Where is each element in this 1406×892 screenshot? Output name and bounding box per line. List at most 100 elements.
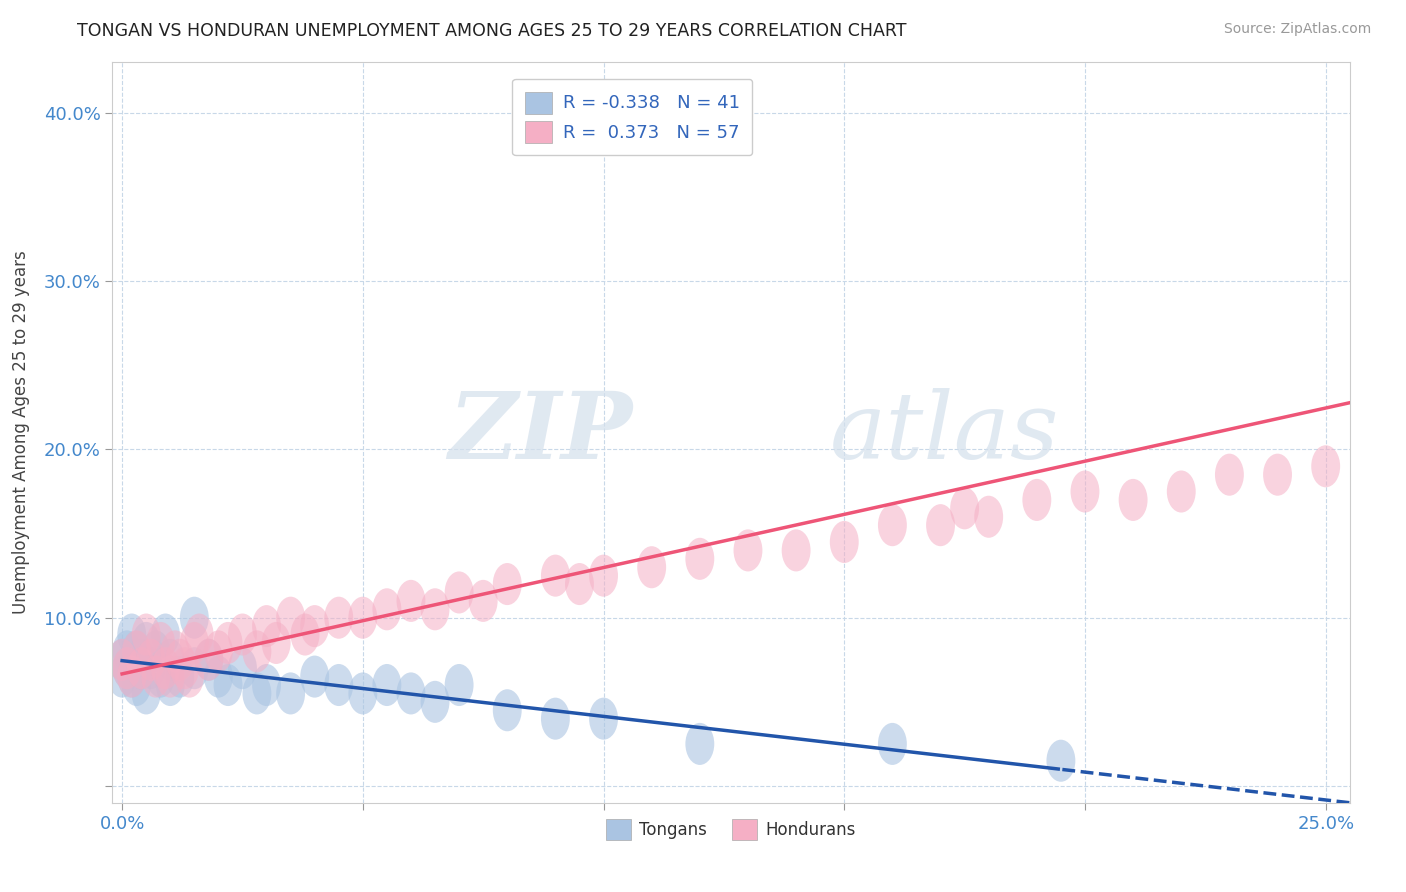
Text: ZIP: ZIP [449,388,633,477]
Ellipse shape [974,496,1002,538]
Text: atlas: atlas [830,388,1060,477]
Ellipse shape [122,631,150,673]
Ellipse shape [242,631,271,673]
Ellipse shape [950,487,979,529]
Ellipse shape [494,690,522,731]
Ellipse shape [132,673,160,714]
Ellipse shape [1119,479,1147,521]
Y-axis label: Unemployment Among Ages 25 to 29 years: Unemployment Among Ages 25 to 29 years [11,251,30,615]
Ellipse shape [160,631,190,673]
Ellipse shape [146,656,176,698]
Ellipse shape [122,631,150,673]
Ellipse shape [117,656,146,698]
Ellipse shape [142,631,170,673]
Ellipse shape [637,546,666,588]
Ellipse shape [734,529,762,572]
Text: Source: ZipAtlas.com: Source: ZipAtlas.com [1223,22,1371,37]
Ellipse shape [373,588,401,631]
Ellipse shape [1167,470,1195,513]
Ellipse shape [132,614,160,656]
Ellipse shape [112,648,142,690]
Ellipse shape [180,597,208,639]
Ellipse shape [1312,445,1340,487]
Ellipse shape [132,622,160,664]
Ellipse shape [291,614,319,656]
Ellipse shape [541,698,569,739]
Ellipse shape [108,639,136,681]
Ellipse shape [204,656,233,698]
Ellipse shape [349,673,377,714]
Ellipse shape [166,639,194,681]
Ellipse shape [349,597,377,639]
Ellipse shape [877,504,907,546]
Ellipse shape [325,597,353,639]
Ellipse shape [214,622,242,664]
Ellipse shape [112,648,142,690]
Text: TONGAN VS HONDURAN UNEMPLOYMENT AMONG AGES 25 TO 29 YEARS CORRELATION CHART: TONGAN VS HONDURAN UNEMPLOYMENT AMONG AG… [77,22,907,40]
Ellipse shape [194,639,224,681]
Ellipse shape [1070,470,1099,513]
Ellipse shape [468,580,498,622]
Ellipse shape [276,597,305,639]
Ellipse shape [373,664,401,706]
Ellipse shape [127,639,156,681]
Ellipse shape [782,529,810,572]
Ellipse shape [444,572,474,614]
Ellipse shape [1263,454,1292,496]
Ellipse shape [1022,479,1052,521]
Ellipse shape [228,614,257,656]
Ellipse shape [1215,454,1244,496]
Ellipse shape [127,648,156,690]
Ellipse shape [204,631,233,673]
Ellipse shape [252,664,281,706]
Ellipse shape [108,639,136,681]
Ellipse shape [108,656,136,698]
Ellipse shape [877,723,907,765]
Ellipse shape [176,656,204,698]
Ellipse shape [150,614,180,656]
Ellipse shape [420,588,450,631]
Ellipse shape [180,648,208,690]
Ellipse shape [112,631,142,673]
Ellipse shape [565,563,593,605]
Ellipse shape [150,648,180,690]
Ellipse shape [180,622,208,664]
Ellipse shape [194,639,224,681]
Ellipse shape [444,664,474,706]
Ellipse shape [685,723,714,765]
Ellipse shape [927,504,955,546]
Ellipse shape [589,698,619,739]
Ellipse shape [166,656,194,698]
Ellipse shape [301,656,329,698]
Ellipse shape [142,656,170,698]
Ellipse shape [1360,293,1388,336]
Ellipse shape [146,622,176,664]
Ellipse shape [122,664,150,706]
Ellipse shape [156,664,184,706]
Ellipse shape [156,656,184,698]
Ellipse shape [136,639,166,681]
Ellipse shape [228,648,257,690]
Ellipse shape [117,656,146,698]
Ellipse shape [156,639,184,681]
Ellipse shape [541,555,569,597]
Ellipse shape [325,664,353,706]
Ellipse shape [276,673,305,714]
Ellipse shape [685,538,714,580]
Ellipse shape [396,673,426,714]
Ellipse shape [830,521,859,563]
Ellipse shape [1046,739,1076,781]
Ellipse shape [117,614,146,656]
Ellipse shape [301,605,329,648]
Ellipse shape [589,555,619,597]
Ellipse shape [127,648,156,690]
Ellipse shape [396,580,426,622]
Ellipse shape [252,605,281,648]
Ellipse shape [136,648,166,690]
Ellipse shape [242,673,271,714]
Ellipse shape [420,681,450,723]
Legend: Tongans, Hondurans: Tongans, Hondurans [599,813,863,847]
Ellipse shape [170,648,200,690]
Ellipse shape [184,614,214,656]
Ellipse shape [262,622,291,664]
